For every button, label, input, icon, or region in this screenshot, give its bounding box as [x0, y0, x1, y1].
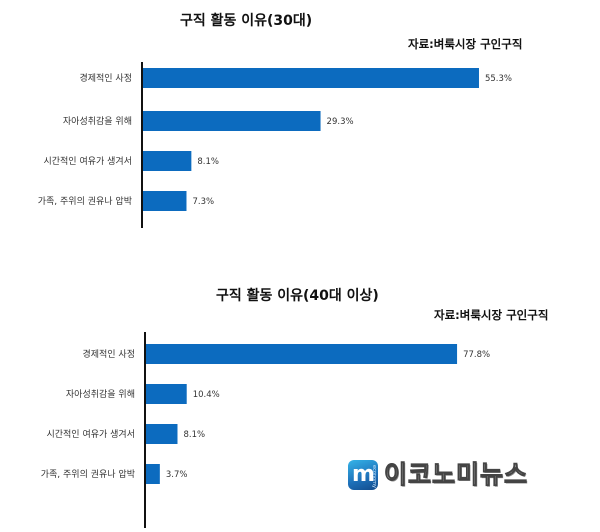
category-label: 시간적인 여유가 생겨서 — [46, 428, 135, 440]
bar — [145, 384, 187, 404]
bar-chart-30s: 경제적인 사정 55.3% 자아성취감을 위해 29.3% 시간적인 여유가 생겨서 8.… — [38, 62, 512, 228]
data-label: 8.1% — [183, 430, 205, 440]
logo-tag: economy — [371, 465, 377, 488]
bar-chart-40s-plus: 경제적인 사정 77.8% 자아성취감을 위해 10.4% 시간적인 여유가 생겨서 8.… — [41, 332, 490, 528]
brand-logo: m economy 이코노미뉴스 — [348, 459, 558, 491]
chart-panel-40s-plus: 구직 활동 이유(40대 이상) 자료:벼룩시장 구인구직 경제적인 사정 77.… — [0, 270, 600, 532]
category-label: 자아성취감을 위해 — [63, 115, 132, 127]
bar — [145, 344, 458, 364]
bar — [142, 191, 187, 211]
chart-title: 구직 활동 이유(30대) — [180, 13, 313, 29]
data-label: 3.7% — [166, 470, 188, 480]
category-label: 가족, 주위의 권유나 압박 — [38, 195, 132, 207]
category-label: 시간적인 여유가 생겨서 — [43, 155, 132, 167]
category-label: 자아성취감을 위해 — [66, 388, 135, 400]
logo-mark-icon: m economy — [348, 460, 378, 490]
chart-source: 자료:벼룩시장 구인구직 — [408, 37, 523, 51]
data-label: 29.3% — [327, 117, 354, 127]
chart-panel-30s: 구직 활동 이유(30대) 자료:벼룩시장 구인구직 경제적인 사정 55.3% 자… — [0, 0, 600, 250]
data-label: 77.8% — [463, 350, 490, 360]
category-label: 경제적인 사정 — [79, 72, 132, 84]
bar — [142, 111, 321, 131]
category-label: 경제적인 사정 — [82, 348, 135, 360]
chart-title: 구직 활동 이유(40대 이상) — [216, 288, 379, 304]
logo-wordmark: 이코노미뉴스 — [383, 460, 529, 490]
logo-letter: m — [352, 462, 375, 487]
data-label: 8.1% — [197, 157, 219, 167]
bar — [145, 424, 178, 444]
data-label: 7.3% — [192, 197, 214, 207]
bar — [142, 151, 192, 171]
chart-source: 자료:벼룩시장 구인구직 — [434, 308, 549, 322]
bar — [142, 68, 479, 88]
category-label: 가족, 주위의 권유나 압박 — [41, 468, 135, 480]
data-label: 10.4% — [193, 390, 220, 400]
bar — [145, 464, 160, 484]
data-label: 55.3% — [485, 74, 512, 84]
